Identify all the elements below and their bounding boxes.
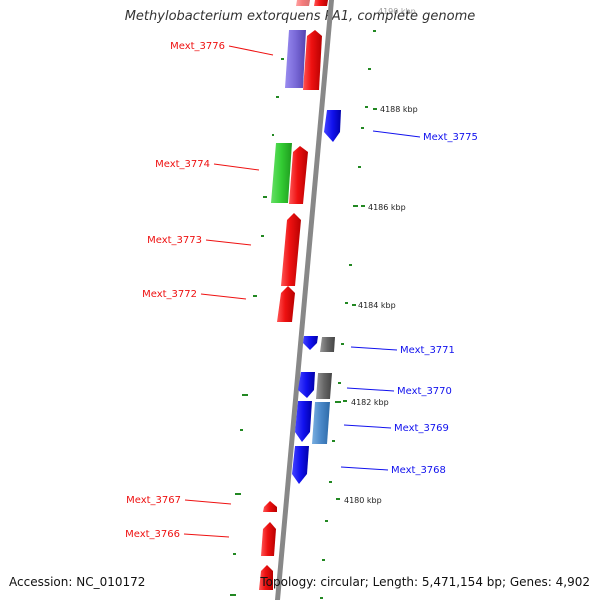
gene-label-3773: Mext_3773: [147, 235, 202, 246]
gene-label-3776: Mext_3776: [170, 41, 225, 52]
right-gene-labels: Mext_3775 Mext_3771 Mext_3770 Mext_3769 …: [340, 130, 478, 476]
gene-arrow-3771: [303, 336, 318, 350]
kbp-marker-4184: 4184 kbp: [358, 301, 396, 310]
gene-arrow-3775: [324, 110, 341, 142]
gene-arrow-3768: [292, 446, 309, 484]
gene-label-3766: Mext_3766: [125, 529, 180, 540]
gene-label-3768: Mext_3768: [391, 465, 446, 476]
gene-label-3775: Mext_3775: [423, 132, 478, 143]
gene-label-3774: Mext_3774: [155, 159, 210, 170]
kbp-marker-4188: 4188 kbp: [380, 105, 418, 114]
feature-block-3776-purple: [285, 30, 306, 88]
kbp-marker-4186: 4186 kbp: [368, 203, 406, 212]
gene-arrow-3772: [277, 286, 295, 322]
gene-arrow-3767: [263, 501, 277, 512]
gene-label-3771: Mext_3771: [400, 345, 455, 356]
genome-title: Methylobacterium extorquens PA1, complet…: [124, 9, 476, 24]
gene-partial-top: [296, 0, 328, 6]
feature-block-3774-green: [271, 143, 292, 203]
kbp-marker-4180: 4180 kbp: [344, 496, 382, 505]
gene-arrow-3774: [289, 146, 308, 204]
gene-label-3769: Mext_3769: [394, 423, 449, 434]
gene-label-3770: Mext_3770: [397, 386, 452, 397]
kbp-ruler: 4190 kbp 4188 kbp 4186 kbp 4184 kbp 4182…: [336, 7, 418, 505]
left-gene-labels: Mext_3776 Mext_3774 Mext_3773 Mext_3772 …: [125, 41, 274, 540]
gene-partial-bottom: [259, 565, 273, 590]
feature-block-3769-steel: [312, 402, 330, 444]
gc-track-outer: [320, 30, 376, 599]
genome-summary: Topology: circular; Length: 5,471,154 bp…: [260, 575, 590, 589]
gene-arrow-3773: [281, 213, 301, 286]
kbp-marker-top: 4190 kbp: [378, 7, 416, 16]
gene-arrow-3769: [295, 401, 312, 442]
accession-info: Accession: NC_010172: [9, 575, 146, 589]
gene-arrow-3766: [261, 522, 276, 556]
gene-label-3767: Mext_3767: [126, 495, 181, 506]
kbp-marker-4182: 4182 kbp: [351, 398, 389, 407]
feature-block-3770-grey: [316, 373, 332, 399]
gene-arrow-3770: [298, 372, 315, 398]
feature-block-3771-grey: [320, 337, 335, 352]
gene-arrow-3776: [303, 30, 322, 90]
gene-label-3772: Mext_3772: [142, 289, 197, 300]
gc-track-inner: [230, 58, 284, 596]
genome-backbone: [275, 0, 334, 600]
